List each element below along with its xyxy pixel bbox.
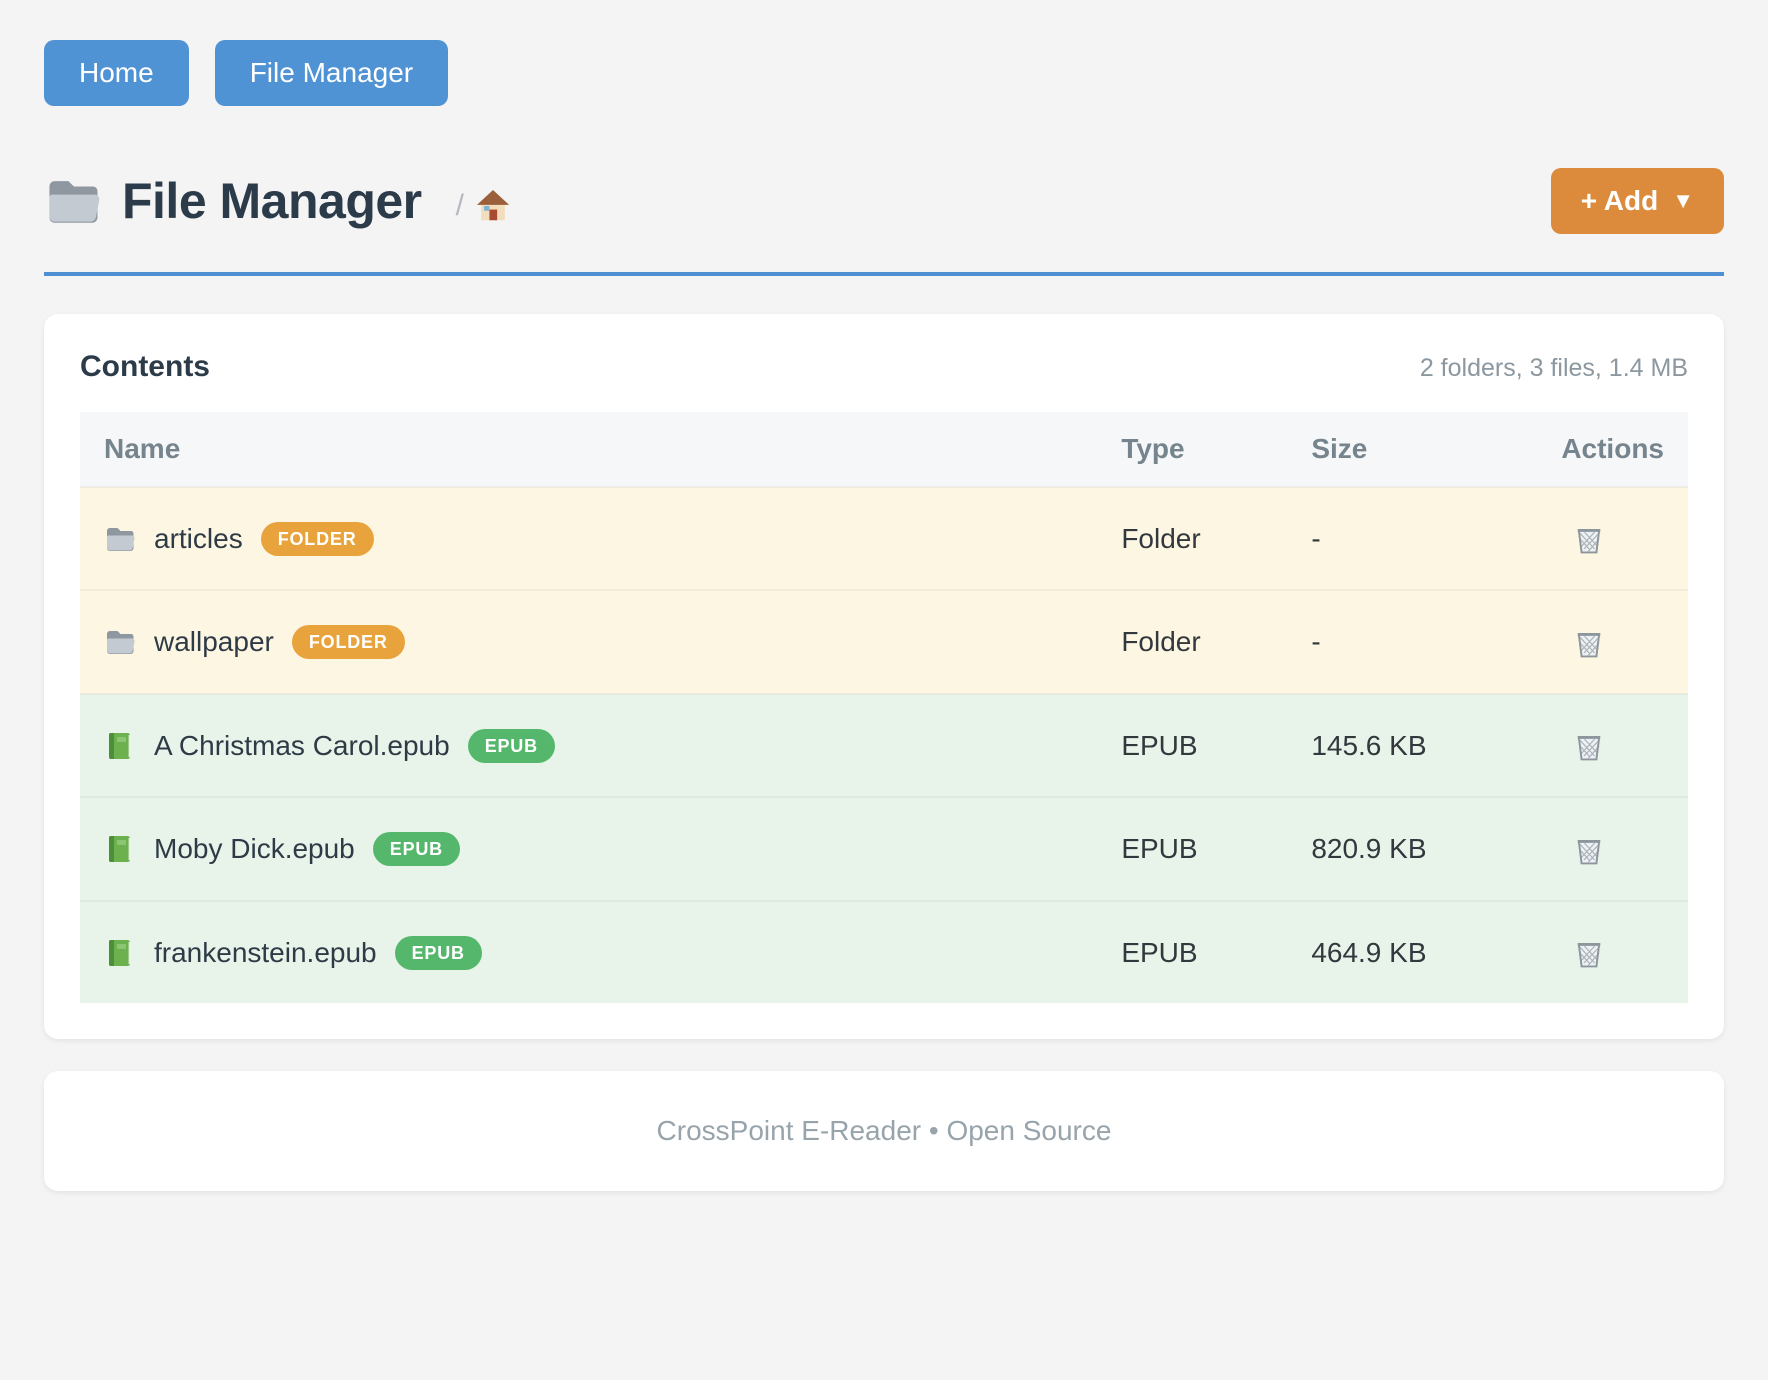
book-icon (104, 833, 136, 865)
type-badge: EPUB (467, 728, 555, 763)
footer: CrossPoint E-Reader • Open Source (44, 1071, 1724, 1192)
size-cell: - (1287, 589, 1538, 694)
file-name[interactable]: frankenstein.epub (154, 936, 377, 968)
folder-icon (104, 523, 136, 555)
contents-card-header: Contents 2 folders, 3 files, 1.4 MB (80, 350, 1688, 384)
type-cell: EPUB (1097, 796, 1288, 901)
delete-button[interactable] (1571, 522, 1607, 558)
type-badge: EPUB (372, 832, 460, 867)
size-cell: 820.9 KB (1287, 796, 1538, 901)
column-header-actions: Actions (1537, 412, 1688, 487)
file-name[interactable]: wallpaper (154, 626, 274, 658)
header-divider (44, 272, 1724, 276)
top-nav: Home File Manager (44, 40, 1724, 106)
folder-icon (44, 172, 102, 230)
type-cell: Folder (1097, 485, 1288, 591)
table-row: articles FOLDER Folder - (80, 485, 1688, 591)
page: Home File Manager File Manager / (44, 40, 1724, 1192)
column-header-size: Size (1287, 412, 1538, 487)
footer-text: CrossPoint E-Reader • Open Source (656, 1115, 1112, 1147)
trash-icon (1571, 522, 1607, 558)
delete-button[interactable] (1571, 833, 1607, 869)
page-title: File Manager (122, 173, 422, 229)
size-cell: 464.9 KB (1287, 899, 1538, 1004)
size-cell: - (1287, 485, 1538, 591)
delete-button[interactable] (1571, 729, 1607, 765)
add-button[interactable]: + Add ▼ (1550, 168, 1724, 234)
table-row: wallpaper FOLDER Folder - (80, 589, 1688, 694)
column-header-name: Name (80, 412, 1098, 487)
file-name[interactable]: articles (154, 522, 243, 554)
delete-button[interactable] (1571, 626, 1607, 662)
contents-card: Contents 2 folders, 3 files, 1.4 MB Name… (44, 314, 1724, 1040)
file-manager-button[interactable]: File Manager (214, 40, 449, 106)
trash-icon (1571, 936, 1607, 972)
breadcrumb-separator: / (455, 189, 464, 222)
home-button[interactable]: Home (44, 40, 189, 106)
table-row: Moby Dick.epub EPUB EPUB 820.9 KB (80, 796, 1688, 901)
type-cell: EPUB (1097, 899, 1288, 1004)
trash-icon (1571, 626, 1607, 662)
contents-heading: Contents (80, 350, 210, 383)
book-icon (104, 730, 136, 762)
table-row: frankenstein.epub EPUB EPUB 464.9 KB (80, 899, 1688, 1004)
caret-down-icon: ▼ (1672, 188, 1694, 213)
file-table: Name Type Size Actions articles FOLDER F… (80, 412, 1688, 1004)
breadcrumb: / (456, 187, 512, 225)
house-icon[interactable] (474, 187, 512, 225)
delete-button[interactable] (1571, 936, 1607, 972)
type-badge: FOLDER (291, 625, 405, 660)
book-icon (104, 937, 136, 969)
column-header-type: Type (1097, 412, 1288, 487)
folder-icon (104, 626, 136, 658)
add-button-label: + Add (1580, 185, 1659, 216)
type-badge: FOLDER (260, 521, 374, 556)
file-name[interactable]: A Christmas Carol.epub (154, 729, 450, 761)
page-header: File Manager / + Add ▼ (44, 168, 1724, 234)
trash-icon (1571, 833, 1607, 869)
type-cell: EPUB (1097, 692, 1288, 798)
trash-icon (1571, 729, 1607, 765)
title-group: File Manager / (44, 172, 512, 230)
table-row: A Christmas Carol.epub EPUB EPUB 145.6 K… (80, 692, 1688, 798)
size-cell: 145.6 KB (1287, 692, 1538, 798)
contents-summary: 2 folders, 3 files, 1.4 MB (1419, 354, 1688, 382)
file-name[interactable]: Moby Dick.epub (154, 833, 355, 865)
table-header-row: Name Type Size Actions (80, 412, 1688, 487)
type-badge: EPUB (394, 935, 482, 970)
type-cell: Folder (1097, 589, 1288, 694)
